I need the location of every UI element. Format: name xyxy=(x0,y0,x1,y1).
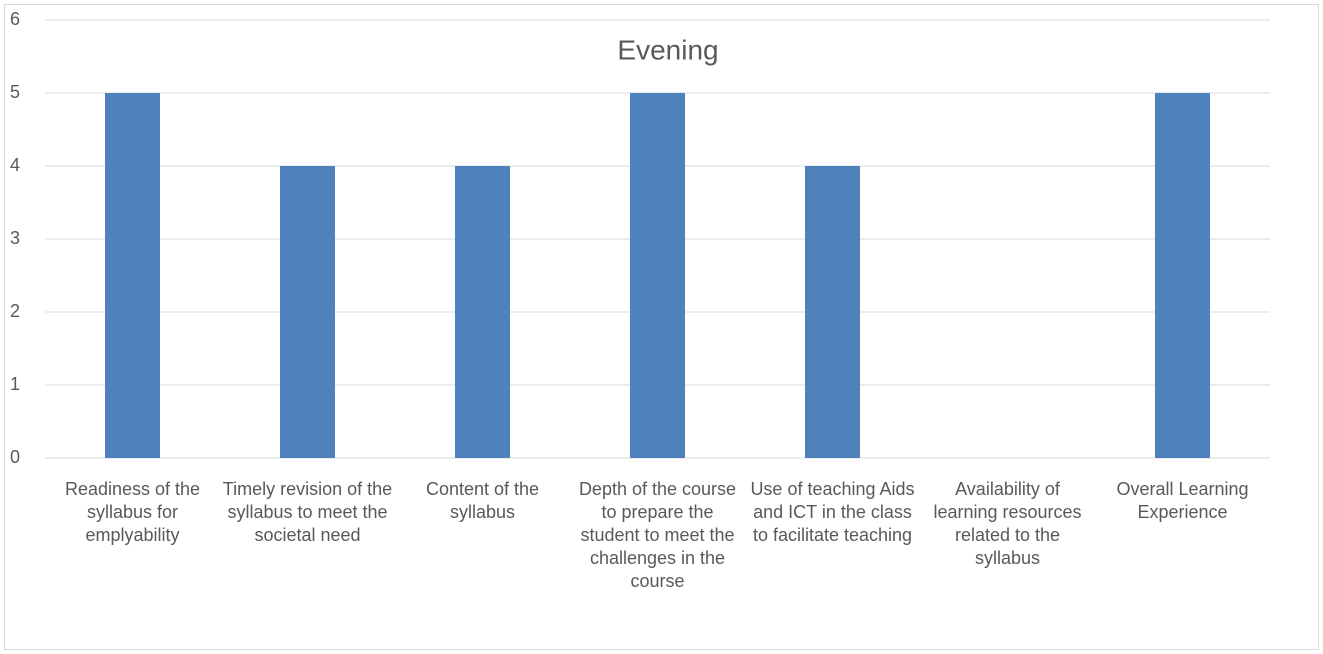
bar xyxy=(1155,93,1210,458)
bar xyxy=(105,93,160,458)
y-tick-label: 0 xyxy=(10,447,20,467)
y-tick-label: 1 xyxy=(10,374,20,394)
y-tick-label: 6 xyxy=(10,9,20,29)
bar xyxy=(805,166,860,458)
x-tick-label: Use of teaching Aids and ICT in the clas… xyxy=(750,479,915,545)
bar xyxy=(280,166,335,458)
bar xyxy=(455,166,510,458)
y-tick-label: 3 xyxy=(10,228,20,248)
x-tick-label: Readiness of the syllabus for emplyabili… xyxy=(64,479,201,545)
x-tick-label: Availability of learning resources relat… xyxy=(933,479,1082,568)
x-tick-label: Timely revision of the syllabus to meet … xyxy=(222,479,393,545)
chart-title: Evening xyxy=(617,34,718,65)
y-tick-label: 4 xyxy=(10,155,20,175)
x-tick-label: Content of the syllabus xyxy=(425,479,540,522)
x-tick-label: Depth of the course to prepare the stude… xyxy=(578,479,737,591)
x-tick-label: Overall Learning Experience xyxy=(1116,479,1249,522)
y-tick-label: 5 xyxy=(10,82,20,102)
y-tick-label: 2 xyxy=(10,301,20,321)
bar xyxy=(630,93,685,458)
